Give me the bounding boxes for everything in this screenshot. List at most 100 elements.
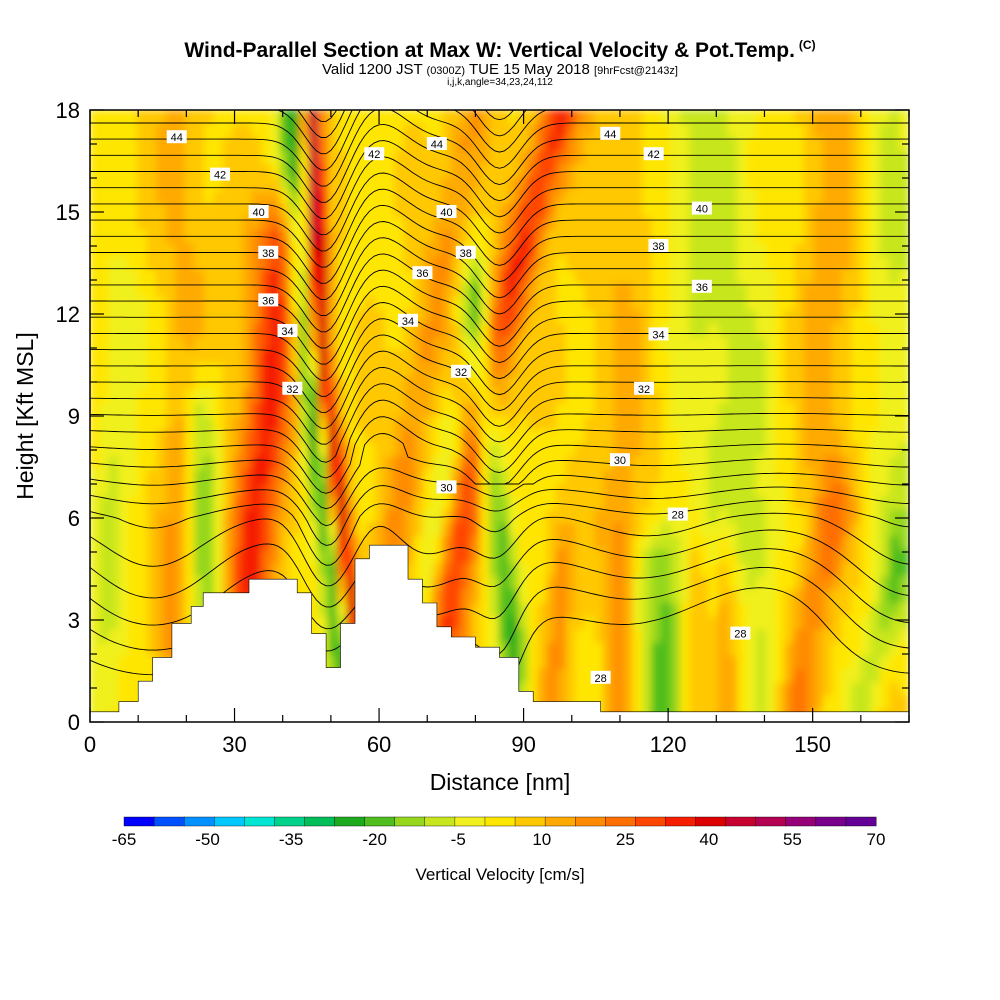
field-cell	[175, 242, 186, 257]
field-cell	[327, 561, 339, 577]
field-cell	[175, 362, 186, 377]
field-cell	[775, 322, 786, 337]
field-cell	[413, 348, 424, 364]
contour-label-bg	[166, 130, 187, 144]
field-cell	[689, 535, 700, 550]
field-cell	[260, 548, 272, 563]
field-cell	[670, 521, 681, 537]
field-cell	[232, 309, 243, 324]
field-cell	[784, 668, 796, 683]
field-cell	[841, 615, 853, 630]
field-cell	[213, 415, 224, 430]
field-cell	[203, 442, 215, 457]
field-cell	[165, 628, 177, 643]
field-cell	[327, 628, 339, 643]
field-cell	[479, 269, 491, 284]
field-cell	[737, 428, 748, 444]
field-cell	[765, 535, 777, 550]
field-cell	[813, 269, 824, 284]
field-cell	[432, 149, 443, 164]
field-cell	[813, 428, 824, 444]
field-cell	[470, 521, 481, 537]
y-tick-label: 9	[68, 404, 80, 429]
field-cell	[784, 269, 796, 284]
field-cell	[337, 601, 348, 617]
field-cell	[794, 348, 805, 364]
field-cell	[308, 402, 320, 417]
field-cell	[356, 122, 367, 138]
x-tick-label: 120	[650, 732, 687, 757]
colorbar-swatch	[153, 816, 185, 827]
field-cell	[127, 482, 139, 497]
field-cell	[822, 362, 834, 377]
field-cell	[499, 548, 510, 563]
field-cell	[337, 442, 348, 457]
field-cell	[556, 269, 567, 284]
field-cell	[90, 615, 101, 630]
field-cell	[318, 295, 329, 311]
field-cell	[441, 615, 453, 630]
field-cell	[689, 508, 700, 523]
field-cell	[660, 521, 672, 537]
field-cell	[622, 428, 634, 444]
field-cell	[270, 375, 281, 390]
field-cell	[413, 162, 424, 178]
field-cell	[137, 282, 148, 297]
field-cell	[632, 495, 643, 510]
field-cell	[470, 588, 481, 603]
field-cell	[479, 375, 491, 390]
field-cell	[441, 110, 453, 124]
field-cell	[603, 362, 615, 377]
field-cell	[556, 255, 567, 271]
field-cell	[860, 681, 872, 696]
field-cell	[213, 202, 224, 217]
field-cell	[108, 348, 120, 364]
field-cell	[118, 482, 129, 497]
field-cell	[194, 535, 205, 550]
field-cell	[803, 388, 815, 404]
field-cell	[775, 269, 786, 284]
contour-label-text: 42	[648, 149, 660, 161]
field-cell	[727, 202, 739, 217]
field-cell	[832, 215, 843, 231]
field-cell	[746, 601, 758, 617]
field-cell	[175, 149, 186, 164]
field-cell	[794, 402, 805, 417]
field-cell	[451, 388, 462, 404]
field-cell	[146, 348, 158, 364]
field-cell	[90, 548, 101, 563]
field-cell	[251, 428, 262, 444]
field-cell	[175, 282, 186, 297]
field-cell	[241, 348, 253, 364]
contour-label-bg	[600, 126, 621, 140]
field-cell	[822, 442, 834, 457]
field-cell	[470, 468, 481, 484]
field-cell	[584, 176, 596, 191]
field-cell	[156, 402, 167, 417]
field-cell	[90, 521, 101, 537]
field-cell	[832, 189, 843, 204]
field-cell	[594, 601, 605, 617]
field-cell	[870, 668, 881, 683]
field-cell	[546, 455, 558, 470]
field-cell	[822, 388, 834, 404]
field-cell	[565, 136, 577, 151]
field-cell	[794, 628, 805, 643]
field-cell	[879, 402, 891, 417]
field-cell	[127, 508, 139, 523]
field-cell	[860, 176, 872, 191]
y-tick-label: 15	[56, 200, 80, 225]
field-cell	[279, 535, 291, 550]
field-cell	[527, 535, 539, 550]
field-cell	[641, 601, 653, 617]
field-cell	[384, 468, 396, 484]
field-cell	[651, 335, 662, 350]
field-cell	[365, 428, 377, 444]
field-cell	[841, 162, 853, 178]
field-cell	[537, 428, 548, 444]
field-cell	[765, 668, 777, 683]
contour-label: 44	[426, 137, 447, 151]
field-cell	[832, 468, 843, 484]
field-cell	[832, 295, 843, 311]
field-cell	[641, 535, 653, 550]
